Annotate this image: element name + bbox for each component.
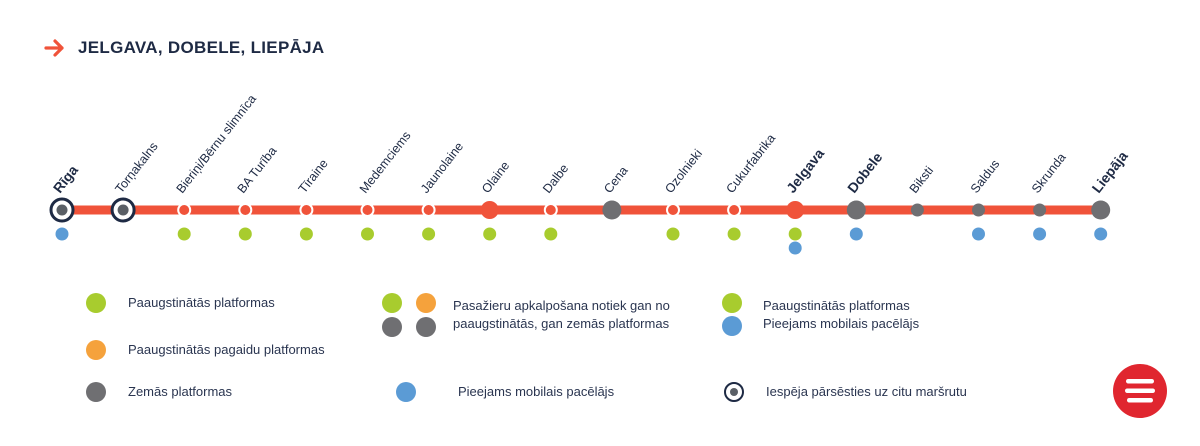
station-11-label: Cukurfabrika: [723, 131, 778, 195]
station-3-platform-green-dot: [238, 227, 252, 241]
station-7-label: Olaine: [479, 159, 512, 196]
station-5-platform-green-dot: [361, 227, 374, 241]
station-6-platform-green-dot: [422, 227, 436, 241]
legend-raised-lift-line1: Paaugstinātās platformas: [763, 298, 910, 313]
legend-mixed-line2: paaugstinātās, gan zemās platformas: [453, 316, 670, 331]
legend-raised-lift-line2: Pieejams mobilais pacēlājs: [763, 316, 920, 331]
legend-mixed-gray-dot: [382, 317, 402, 337]
station-6-marker: [421, 203, 436, 217]
legend-raised-label: Paaugstinātās platformas: [128, 295, 275, 310]
station-8-label: Dalbe: [540, 161, 571, 195]
legend-blue-dot: [396, 382, 416, 402]
legend-transfer-ring-icon: [724, 382, 744, 402]
station-11-marker: [727, 203, 742, 217]
station-10-marker: [666, 203, 680, 217]
legend-raised-lift-green-dot: [722, 293, 742, 313]
station-0-label: Rīga: [50, 162, 81, 196]
route-header: JELGAVA, DOBELE, LIEPĀJA: [44, 38, 325, 58]
station-15-marker: [972, 203, 985, 217]
station-10-label: Ozolnieki: [662, 147, 705, 196]
station-13-platform-blue-dot: [849, 227, 863, 241]
station-16-platform-blue-dot: [1033, 227, 1047, 241]
station-14-label: Biksti: [907, 164, 936, 196]
legend-gray-dot: [86, 382, 106, 402]
station-0-platform-blue-dot: [55, 227, 69, 241]
station-17-label: Liepāja: [1088, 148, 1130, 196]
station-12-platform-blue-dot: [788, 241, 802, 255]
station-8-platform-green-dot: [544, 227, 558, 241]
station-15-label: Saldus: [968, 157, 1003, 196]
station-5-label: Medemciems: [357, 129, 414, 196]
station-1-transfer-core: [117, 204, 129, 216]
station-4-label: Tīraine: [296, 157, 331, 196]
station-3-marker: [238, 203, 253, 217]
station-14-marker: [910, 203, 924, 217]
station-1-label: Torņakalns: [112, 140, 160, 196]
legend-mixed-label: Pasažieru apkalpošana notiek gan no paau…: [453, 297, 670, 333]
station-6-label: Jaunolaine: [418, 140, 466, 196]
station-10-platform-green-dot: [666, 227, 680, 241]
legend-mixed-gray-dot-2: [416, 317, 436, 337]
legend-orange-dot: [86, 340, 106, 360]
station-16-marker: [1033, 203, 1047, 217]
legend-raised-lift-label: Paaugstinātās platformas Pieejams mobila…: [763, 297, 919, 333]
legend-raised-lift-blue-dot: [722, 316, 742, 336]
station-16-label: Skrunda: [1029, 151, 1069, 196]
station-17-marker: [1091, 200, 1111, 220]
route-title: JELGAVA, DOBELE, LIEPĀJA: [78, 38, 325, 57]
station-0-transfer-core: [56, 204, 68, 216]
station-7-marker: [480, 201, 499, 219]
station-12-marker: [786, 201, 805, 219]
legend-raised-track-label: Paaugstinātās pagaidu platformas: [128, 342, 325, 357]
station-12-label: Jelgava: [783, 145, 827, 196]
station-15-platform-blue-dot: [972, 227, 985, 241]
legend-mixed-line1: Pasažieru apkalpošana notiek gan no: [453, 298, 670, 313]
legend-green-dot: [86, 293, 106, 313]
station-3-label: BA Turība: [235, 144, 280, 196]
station-11-platform-green-dot: [727, 227, 741, 241]
station-9-marker: [602, 200, 622, 220]
legend-mixed-green-dot: [382, 293, 402, 313]
station-13-marker: [846, 200, 866, 220]
station-2-marker: [177, 203, 192, 217]
train-logo-icon: [1113, 364, 1167, 418]
station-2-platform-green-dot: [177, 227, 191, 241]
legend-transfer-label: Iespēja pārsēsties uz citu maršrutu: [766, 384, 967, 399]
station-12-platform-green-dot: [788, 227, 802, 241]
station-9-label: Cena: [601, 164, 630, 196]
station-7-platform-green-dot: [483, 227, 497, 241]
legend-low-label: Zemās platformas: [128, 384, 233, 399]
arrow-right-icon: [44, 39, 64, 57]
station-8-marker: [543, 203, 558, 217]
station-13-label: Dobele: [844, 149, 885, 196]
station-17-platform-blue-dot: [1094, 227, 1108, 241]
station-5-marker: [360, 203, 375, 217]
station-4-platform-green-dot: [299, 227, 313, 241]
legend-mixed-orange-dot: [416, 293, 436, 313]
legend-mobile-lift-label: Pieejams mobilais pacēlājs: [458, 384, 615, 399]
station-4-marker: [299, 203, 314, 217]
